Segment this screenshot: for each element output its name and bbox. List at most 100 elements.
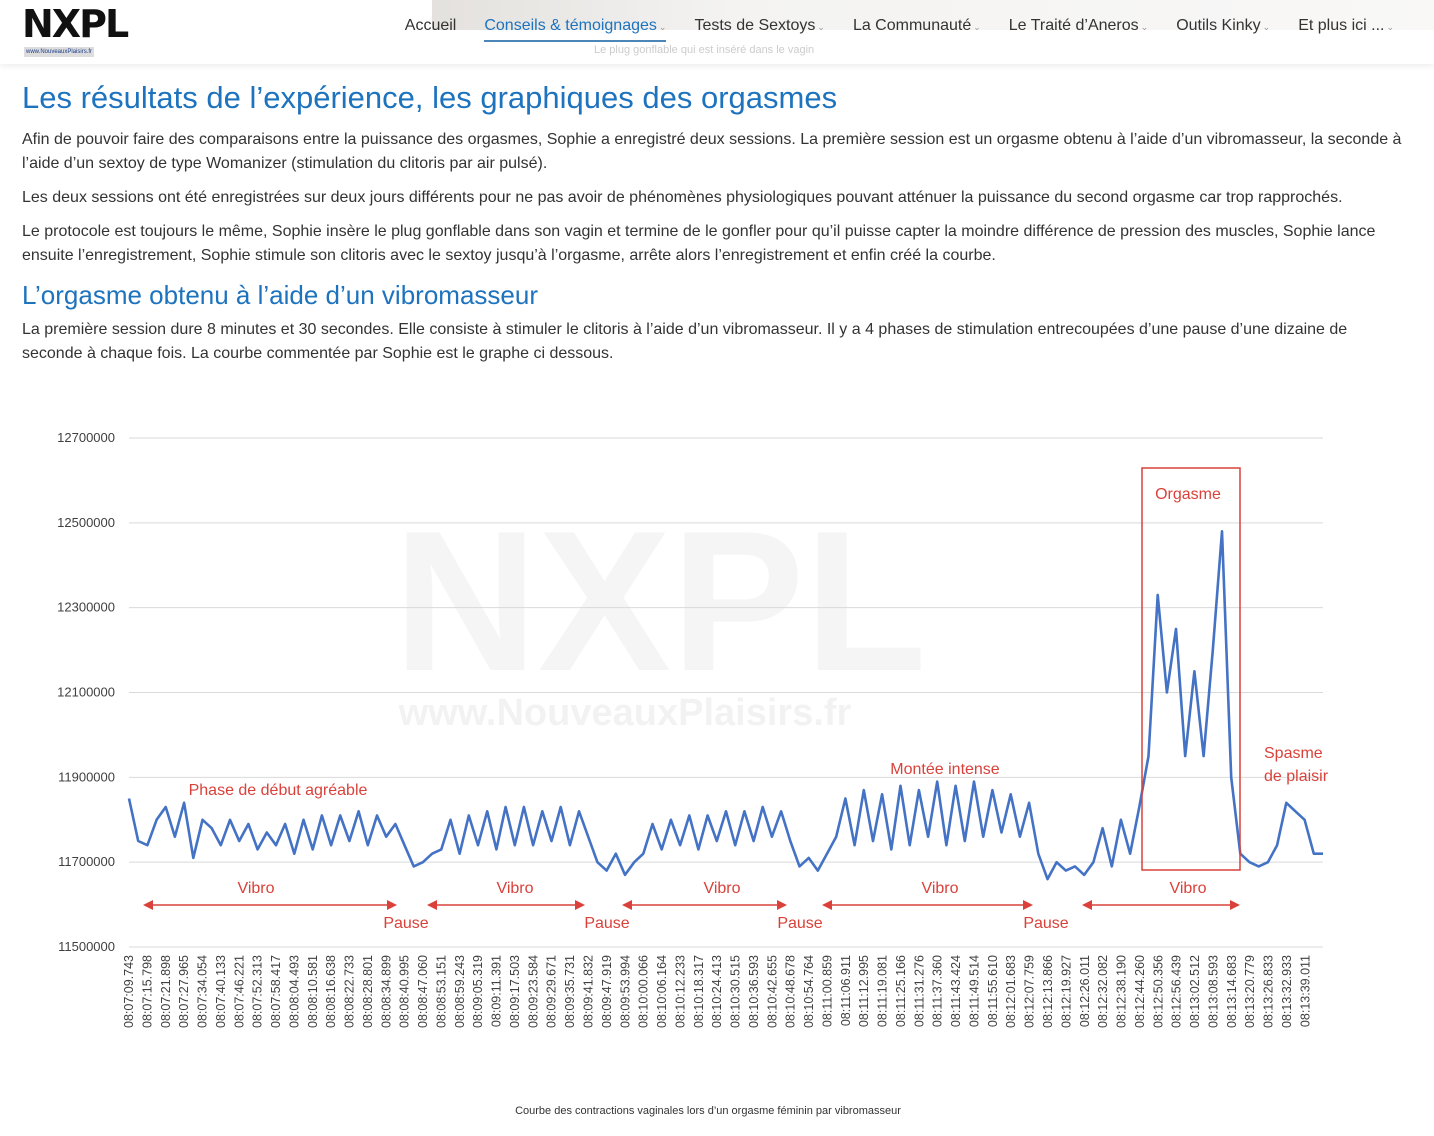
x-tick-label: 08:08:22.733 — [343, 955, 357, 1028]
x-tick-label: 08:09:11.391 — [490, 955, 504, 1027]
x-tick-label: 08:10:48.678 — [784, 955, 798, 1028]
x-tick-label: 08:12:56.439 — [1170, 955, 1184, 1028]
chevron-down-icon: ⌄ — [1140, 22, 1149, 32]
y-tick-label: 11900000 — [58, 769, 115, 784]
x-tick-label: 08:07:09.743 — [122, 955, 136, 1028]
x-tick-label: 08:12:50.356 — [1151, 955, 1165, 1028]
nav-item-label: Le Traité d’Aneros — [1008, 17, 1139, 34]
nav-item-6[interactable]: Et plus ici ... ⌄ — [1298, 17, 1394, 42]
arrow-head-left — [427, 900, 437, 910]
y-tick-label: 12100000 — [57, 685, 115, 700]
x-tick-label: 08:08:53.151 — [434, 955, 448, 1028]
x-tick-label: 08:11:12.995 — [857, 955, 871, 1027]
x-tick-label: 08:11:43.424 — [949, 955, 963, 1027]
nav-item-0[interactable]: Accueil — [405, 17, 457, 42]
x-tick-label: 08:07:52.313 — [251, 955, 265, 1028]
annotation-pause: Pause — [584, 915, 629, 932]
annotation-orgasme: Orgasme — [1155, 486, 1221, 503]
site-logo-url: www.NouveauxPlaisirs.fr — [24, 47, 95, 57]
page-title: Les résultats de l’expérience, les graph… — [22, 80, 838, 115]
paragraph: Afin de pouvoir faire des comparaisons e… — [22, 131, 1402, 172]
paragraph: La première session dure 8 minutes et 30… — [22, 321, 1348, 362]
arrow-head-right — [387, 900, 397, 910]
x-tick-label: 08:12:07.759 — [1023, 955, 1037, 1028]
x-tick-label: 08:08:34.899 — [379, 955, 393, 1028]
x-tick-label: 08:11:37.360 — [931, 955, 945, 1027]
arrow-head-right — [1230, 900, 1240, 910]
x-tick-label: 08:11:25.166 — [894, 955, 908, 1027]
arrow-head-left — [1082, 900, 1092, 910]
paragraph: Les deux sessions ont été enregistrées s… — [22, 189, 1343, 206]
x-tick-label: 08:08:40.995 — [398, 955, 412, 1028]
site-logo[interactable]: NXPL — [22, 2, 129, 46]
x-tick-label: 08:07:21.898 — [159, 955, 173, 1028]
x-tick-label: 08:09:41.832 — [582, 955, 596, 1028]
x-tick-label: 08:09:35.731 — [563, 955, 577, 1028]
annotation-vibro: Vibro — [703, 880, 740, 897]
nav-item-label: La Communauté — [852, 17, 972, 34]
x-tick-label: 08:11:00.859 — [820, 955, 834, 1027]
x-tick-label: 08:13:26.833 — [1262, 955, 1276, 1028]
arrow-head-left — [622, 900, 632, 910]
x-tick-label: 08:07:40.133 — [214, 955, 228, 1028]
chevron-down-icon: ⌄ — [1386, 22, 1394, 32]
x-tick-label: 08:07:15.798 — [140, 955, 154, 1028]
nav-item-1[interactable]: Conseils & témoignages ⌄ — [484, 17, 667, 42]
x-tick-label: 08:13:39.011 — [1298, 955, 1312, 1027]
annotation-vibro: Vibro — [921, 880, 958, 897]
section-title: L’orgasme obtenu à l’aide d’un vibromass… — [22, 280, 538, 310]
nav-item-label: Tests de Sextoys — [694, 17, 816, 34]
x-tick-label: 08:13:08.593 — [1206, 955, 1220, 1028]
x-tick-label: 08:12:01.683 — [1004, 955, 1018, 1028]
x-tick-label: 08:10:12.233 — [673, 955, 687, 1028]
x-tick-label: 08:09:47.919 — [600, 955, 614, 1028]
annotation-vibro: Vibro — [237, 880, 274, 897]
annotation-spasme: de plaisir — [1264, 768, 1329, 785]
chevron-down-icon: ⌄ — [817, 22, 825, 32]
x-tick-label: 08:07:34.054 — [196, 955, 210, 1028]
x-tick-label: 08:12:32.082 — [1096, 955, 1110, 1028]
x-tick-label: 08:08:28.801 — [361, 955, 375, 1028]
annotation-pause: Pause — [777, 915, 822, 932]
annotation-phase-debut: Phase de début agréable — [189, 782, 368, 799]
x-tick-label: 08:09:05.319 — [471, 955, 485, 1028]
x-tick-label: 08:11:31.276 — [912, 955, 926, 1027]
x-tick-label: 08:09:53.994 — [618, 955, 632, 1028]
x-tick-label: 08:10:42.655 — [765, 955, 779, 1028]
site-header: NXPL www.NouveauxPlaisirs.fr Accueil Cons… — [0, 0, 1434, 64]
annotation-spasme: Spasme — [1264, 745, 1323, 762]
arrow-head-right — [575, 900, 585, 910]
annotation-montee-intense: Montée intense — [890, 761, 1000, 778]
main-nav: Accueil Conseils & témoignages ⌄ Tests de S… — [405, 17, 1394, 42]
nav-item-label: Accueil — [404, 17, 457, 34]
x-tick-label: 08:08:04.493 — [287, 955, 301, 1028]
arrow-head-right — [777, 900, 787, 910]
x-tick-label: 08:11:49.514 — [967, 955, 981, 1027]
nav-item-label: Conseils & témoignages — [484, 17, 657, 34]
x-tick-label: 08:12:19.927 — [1059, 955, 1073, 1028]
x-tick-label: 08:12:44.260 — [1133, 955, 1147, 1028]
x-tick-label: 08:11:06.911 — [839, 955, 853, 1026]
x-tick-label: 08:08:16.638 — [324, 955, 338, 1028]
x-tick-label: 08:11:55.610 — [986, 955, 1000, 1027]
x-tick-label: 08:07:27.965 — [177, 955, 191, 1028]
nav-item-label: Outils Kinky — [1176, 17, 1261, 34]
chevron-down-icon: ⌄ — [973, 22, 981, 32]
paragraph: Le protocole est toujours le même, Sophi… — [22, 223, 1376, 264]
x-tick-label: 08:13:32.933 — [1280, 955, 1294, 1028]
x-tick-label: 08:09:29.671 — [545, 955, 559, 1028]
annotation-vibro: Vibro — [496, 880, 533, 897]
x-tick-label: 08:10:36.593 — [747, 955, 761, 1028]
x-tick-label: 08:10:18.317 — [692, 955, 706, 1028]
chevron-down-icon: ⌄ — [658, 22, 667, 32]
y-tick-label: 12500000 — [57, 515, 115, 530]
nav-item-5[interactable]: Outils Kinky ⌄ — [1176, 17, 1270, 42]
y-tick-label: 11500000 — [58, 939, 115, 954]
x-tick-label: 08:11:19.081 — [876, 955, 890, 1027]
x-tick-label: 08:10:24.413 — [710, 955, 724, 1028]
nav-item-3[interactable]: La Communauté ⌄ — [853, 17, 981, 42]
nav-item-2[interactable]: Tests de Sextoys ⌄ — [694, 17, 825, 42]
nav-item-4[interactable]: Le Traité d’Aneros ⌄ — [1009, 17, 1148, 42]
x-tick-label: 08:08:59.243 — [453, 955, 467, 1028]
